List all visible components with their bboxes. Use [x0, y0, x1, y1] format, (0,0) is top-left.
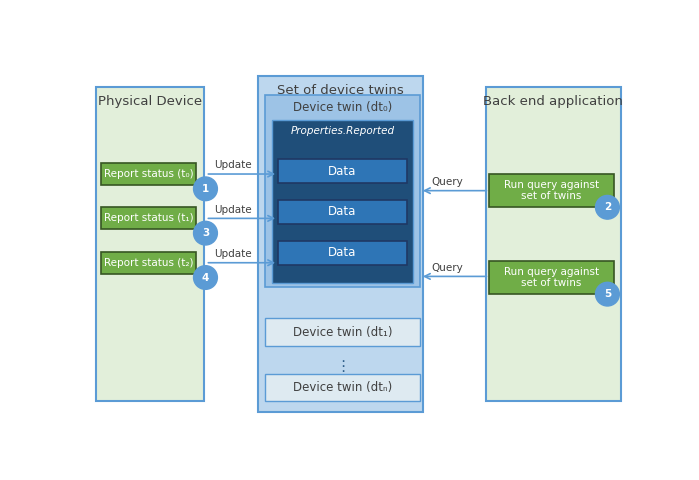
Text: Report status (t₀): Report status (t₀) — [103, 169, 193, 179]
Bar — [258, 76, 424, 412]
Text: Update: Update — [214, 160, 252, 170]
Bar — [265, 318, 420, 346]
Text: 5: 5 — [604, 289, 611, 299]
Text: Run query against
set of twins: Run query against set of twins — [504, 267, 599, 288]
Text: 1: 1 — [202, 184, 209, 194]
Bar — [101, 163, 196, 185]
Ellipse shape — [596, 282, 619, 306]
Text: Data: Data — [329, 205, 356, 218]
Ellipse shape — [194, 265, 217, 289]
Text: Report status (t₁): Report status (t₁) — [103, 214, 193, 223]
Bar — [278, 200, 407, 224]
Bar — [96, 87, 204, 401]
Text: 4: 4 — [202, 273, 209, 283]
Text: Device twin (dt₁): Device twin (dt₁) — [293, 325, 392, 338]
Bar — [101, 252, 196, 274]
Text: Device twin (dtₙ): Device twin (dtₙ) — [293, 381, 392, 394]
Text: Data: Data — [329, 165, 356, 178]
Bar — [278, 240, 407, 264]
Bar — [489, 174, 614, 207]
Text: Query: Query — [432, 263, 463, 273]
Bar — [265, 373, 420, 401]
Text: Run query against
set of twins: Run query against set of twins — [504, 180, 599, 202]
Text: Update: Update — [214, 249, 252, 259]
Text: Physical Device: Physical Device — [98, 96, 202, 108]
Text: Data: Data — [329, 246, 356, 259]
Bar — [271, 120, 414, 283]
Text: Device twin (dt₀): Device twin (dt₀) — [293, 101, 392, 114]
Bar — [278, 159, 407, 183]
Text: Properties.Reported: Properties.Reported — [291, 126, 395, 136]
Text: Query: Query — [432, 177, 463, 187]
Ellipse shape — [194, 221, 217, 245]
Bar — [101, 207, 196, 229]
Text: Report status (t₂): Report status (t₂) — [103, 258, 193, 268]
Ellipse shape — [194, 177, 217, 201]
Text: Update: Update — [214, 204, 252, 215]
Text: Set of device twins: Set of device twins — [278, 84, 404, 97]
Text: ⋮: ⋮ — [335, 359, 350, 374]
Bar — [489, 261, 614, 294]
Text: 3: 3 — [202, 228, 209, 238]
Ellipse shape — [596, 195, 619, 219]
Text: 2: 2 — [604, 202, 611, 212]
Text: Back end application: Back end application — [483, 96, 624, 108]
Bar — [486, 87, 621, 401]
Bar — [265, 95, 420, 287]
